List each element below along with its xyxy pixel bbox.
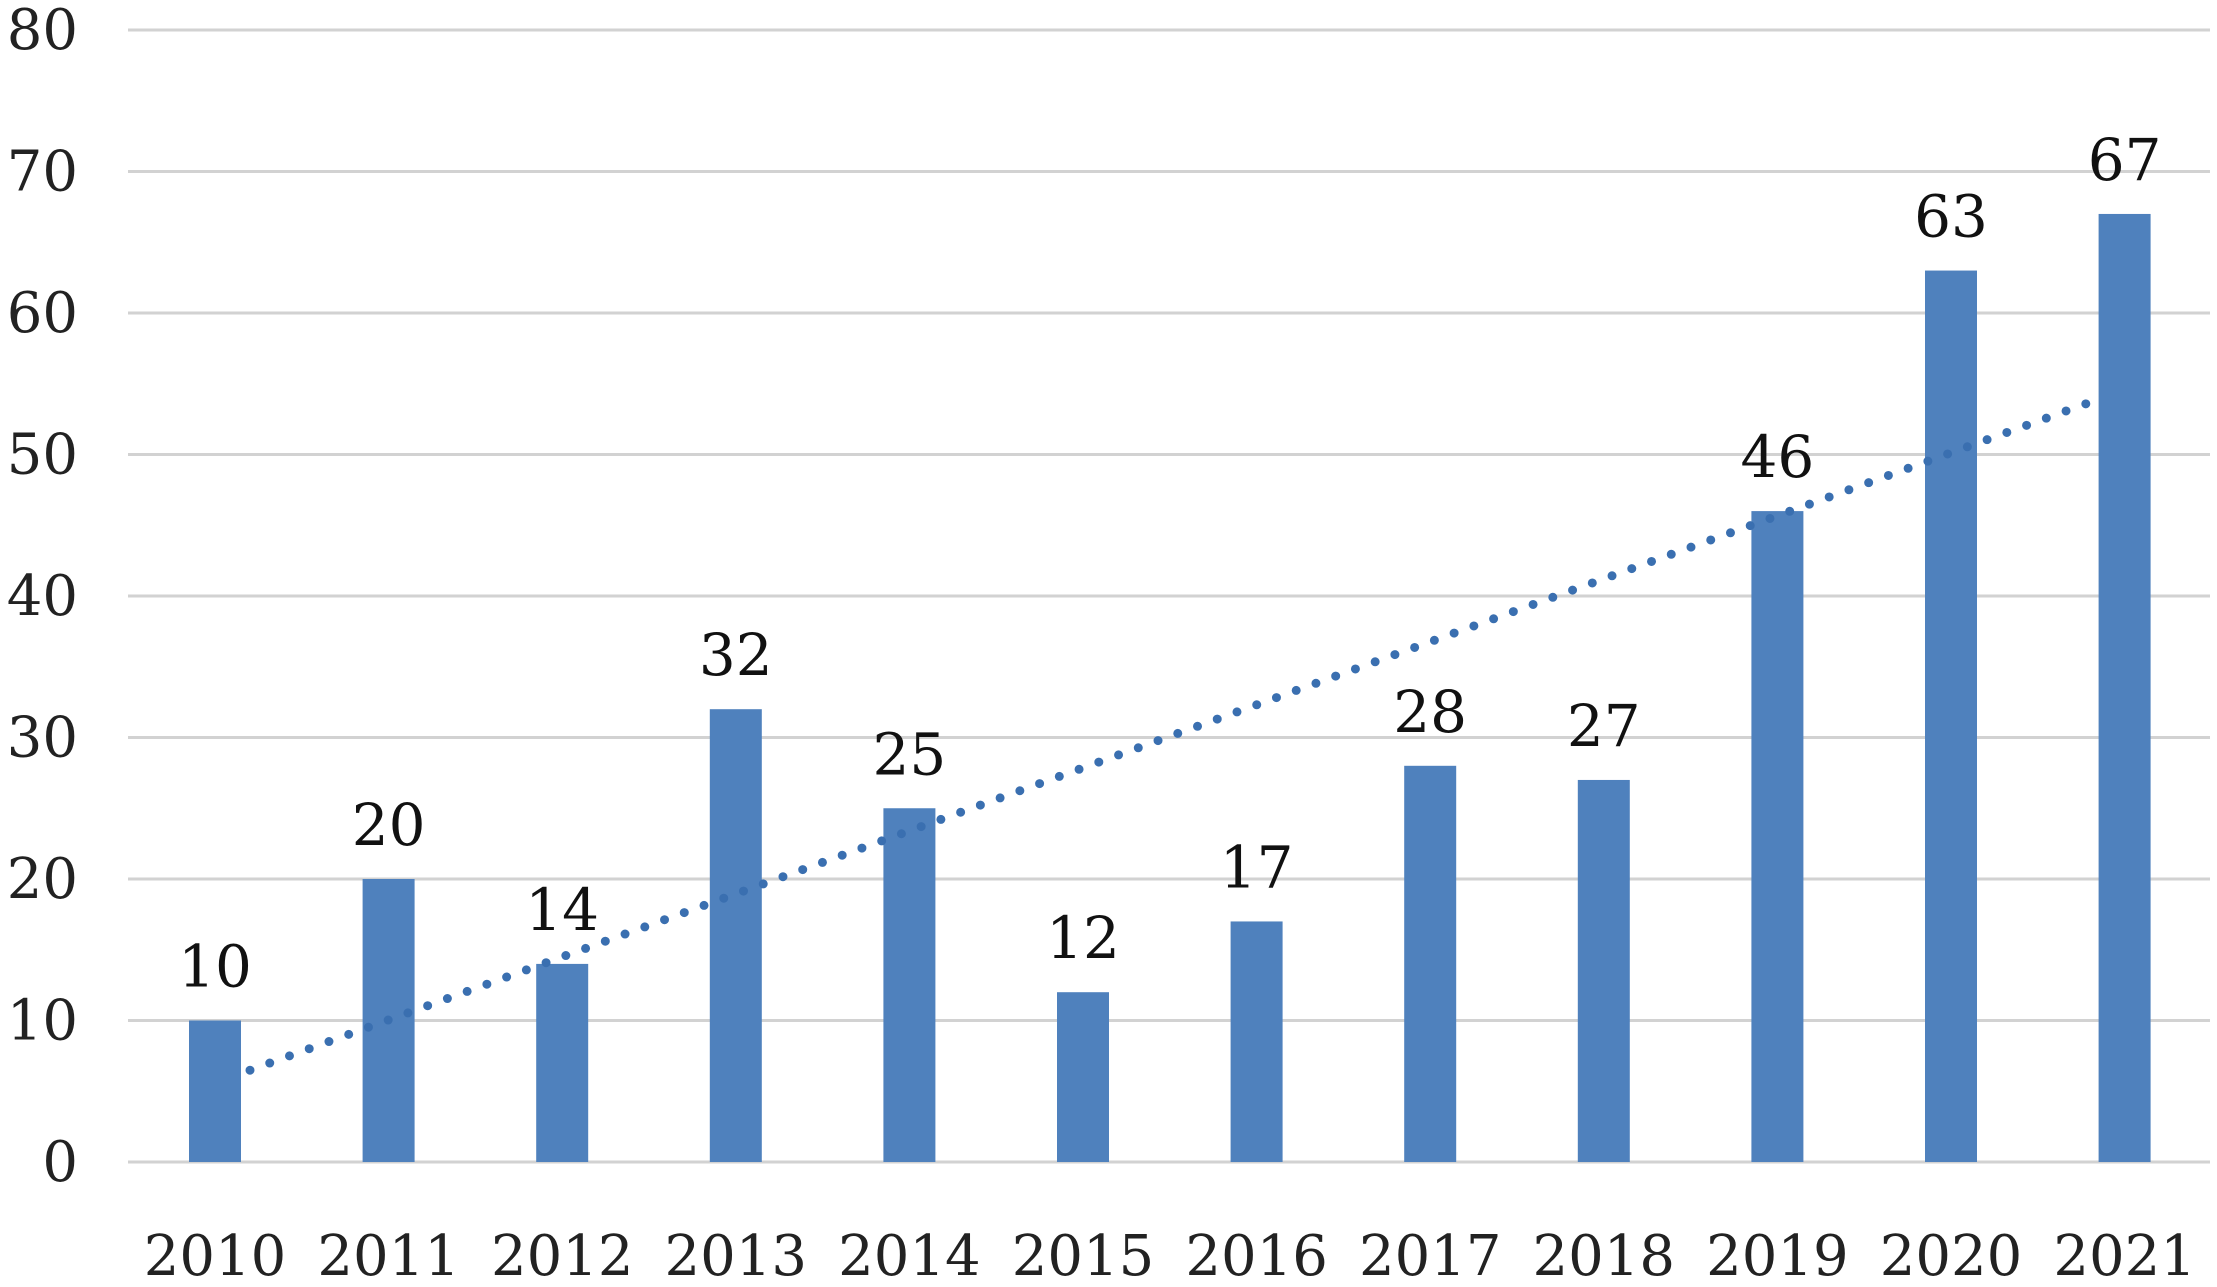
y-tick-label-40: 40 [7, 564, 78, 629]
y-tick-label-70: 70 [7, 140, 78, 205]
gridlines [128, 28, 2210, 1164]
bar-2012 [536, 963, 589, 1162]
bar-2017 [1404, 765, 1457, 1162]
data-label-2020: 63 [1914, 183, 1988, 251]
data-label-2011: 20 [352, 791, 426, 859]
y-tick-label-10: 10 [7, 989, 78, 1054]
y-tick-label-80: 80 [7, 0, 78, 63]
x-tick-label-2020: 2020 [1880, 1224, 2023, 1287]
data-label-2013: 32 [699, 621, 773, 689]
x-tick-label-2013: 2013 [665, 1224, 808, 1287]
bar-2014 [883, 808, 936, 1162]
data-label-2014: 25 [872, 720, 946, 788]
y-tick-label-20: 20 [7, 847, 78, 912]
bar-2013 [709, 709, 762, 1162]
data-label-2012: 14 [525, 876, 599, 944]
bar-2019 [1751, 511, 1804, 1163]
data-label-2010: 10 [178, 933, 252, 1001]
data-labels: 10 20 14 32 25 12 17 28 27 46 63 67 [178, 126, 2161, 1001]
y-tick-label-30: 30 [7, 706, 78, 771]
x-tick-label-2010: 2010 [144, 1224, 287, 1287]
data-label-2018: 27 [1567, 692, 1641, 760]
x-tick-label-2011: 2011 [317, 1224, 460, 1287]
data-label-2016: 17 [1220, 833, 1294, 901]
y-axis-ticks: 0 10 20 30 40 50 60 70 80 [7, 0, 78, 1195]
x-tick-label-2021: 2021 [2053, 1224, 2196, 1287]
x-tick-label-2017: 2017 [1359, 1224, 1502, 1287]
data-label-2017: 28 [1393, 678, 1467, 746]
y-tick-label-0: 0 [42, 1130, 78, 1195]
x-tick-label-2016: 2016 [1185, 1224, 1328, 1287]
x-tick-label-2014: 2014 [838, 1224, 981, 1287]
x-axis-ticks: 2010 2011 2012 2013 2014 2015 2016 2017 2018 2019… [144, 1224, 2196, 1287]
bar-2015 [1057, 992, 1109, 1162]
data-label-2019: 46 [1740, 423, 1814, 491]
x-tick-label-2012: 2012 [491, 1224, 634, 1287]
bar-2016 [1230, 921, 1283, 1162]
bar-2021 [2098, 213, 2151, 1162]
data-label-2015: 12 [1046, 904, 1120, 972]
bar-2020 [1925, 270, 1977, 1162]
x-tick-label-2019: 2019 [1706, 1224, 1849, 1287]
bar-2010 [189, 1020, 241, 1162]
data-label-2021: 67 [2088, 126, 2162, 194]
x-tick-label-2018: 2018 [1533, 1224, 1676, 1287]
x-tick-label-2015: 2015 [1012, 1224, 1155, 1287]
bar-2018 [1577, 779, 1630, 1162]
y-tick-label-50: 50 [7, 423, 78, 488]
y-tick-label-60: 60 [7, 281, 78, 346]
